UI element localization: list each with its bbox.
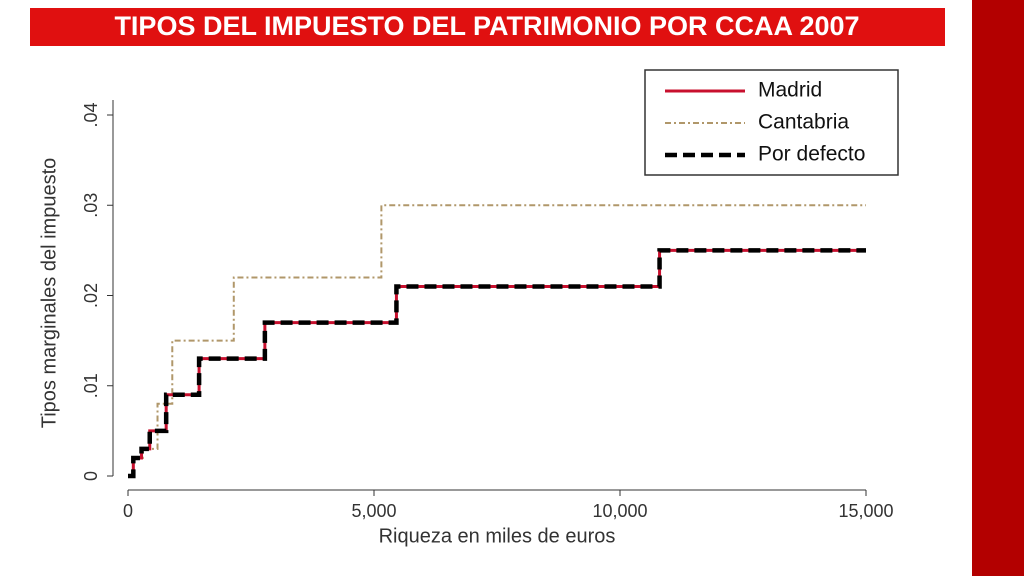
- x-tick-label: 10,000: [592, 501, 647, 521]
- y-axis-title: Tipos marginales del impuesto: [38, 158, 60, 429]
- legend-label: Cantabria: [758, 111, 849, 134]
- side-strip: [972, 0, 1024, 576]
- x-tick-label: 15,000: [838, 501, 893, 521]
- legend-label: Por defecto: [758, 143, 865, 166]
- chart-title: TIPOS DEL IMPUESTO DEL PATRIMONIO POR CC…: [114, 11, 859, 41]
- x-axis-title: Riqueza en miles de euros: [379, 525, 616, 547]
- x-tick-label: 0: [123, 501, 133, 521]
- y-tick-label: .03: [81, 193, 101, 218]
- y-tick-label: .02: [81, 283, 101, 308]
- legend-label: Madrid: [758, 79, 822, 102]
- y-tick-label: .04: [81, 102, 101, 127]
- y-tick-label: 0: [81, 471, 101, 481]
- y-tick-label: .01: [81, 373, 101, 398]
- series-line: [128, 248, 866, 479]
- legend-box: [644, 69, 899, 176]
- x-tick-label: 5,000: [351, 501, 396, 521]
- series-line: [128, 204, 866, 477]
- title-banner: [30, 8, 945, 46]
- series-line: [128, 248, 866, 478]
